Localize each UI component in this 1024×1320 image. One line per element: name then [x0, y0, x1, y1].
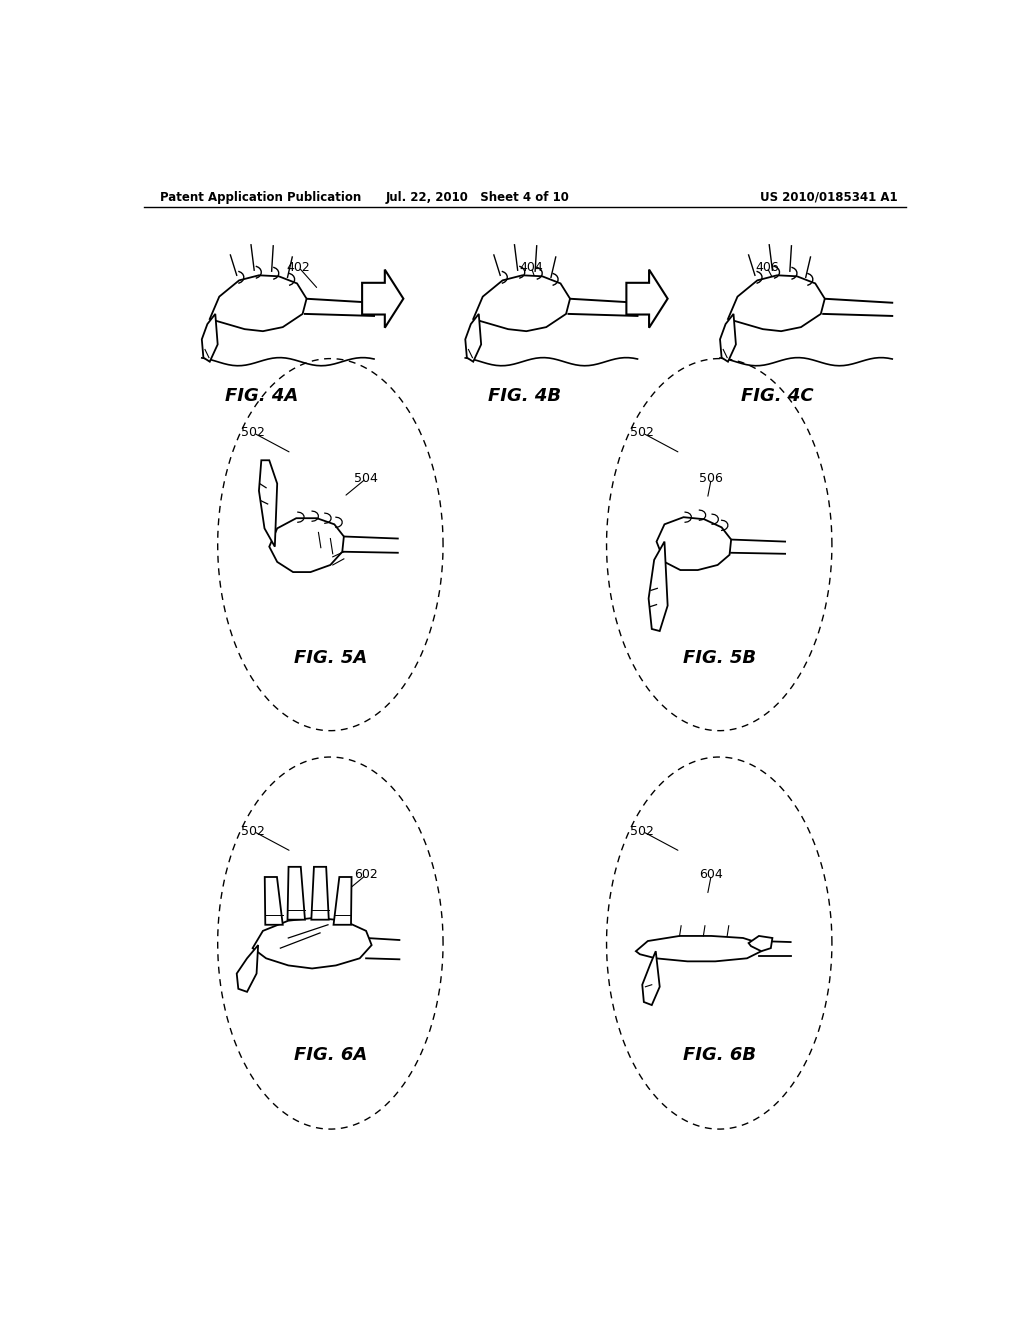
Polygon shape: [311, 867, 329, 920]
Text: 504: 504: [354, 473, 378, 484]
Polygon shape: [202, 314, 218, 362]
Polygon shape: [237, 945, 258, 991]
Polygon shape: [269, 519, 344, 572]
Polygon shape: [568, 298, 638, 315]
Text: FIG. 4B: FIG. 4B: [488, 387, 561, 405]
Text: FIG. 5B: FIG. 5B: [683, 649, 756, 668]
Polygon shape: [648, 541, 668, 631]
Polygon shape: [720, 314, 736, 362]
Polygon shape: [728, 276, 824, 331]
Polygon shape: [265, 876, 283, 925]
Text: FIG. 4A: FIG. 4A: [224, 387, 298, 405]
Polygon shape: [362, 269, 403, 327]
Text: 502: 502: [631, 426, 654, 440]
Text: 502: 502: [242, 426, 265, 440]
Polygon shape: [344, 536, 397, 554]
Text: FIG. 4C: FIG. 4C: [740, 387, 813, 405]
Polygon shape: [627, 269, 668, 327]
Polygon shape: [656, 517, 731, 570]
Polygon shape: [334, 876, 351, 925]
Polygon shape: [731, 540, 785, 554]
Text: 604: 604: [699, 869, 723, 882]
Text: 404: 404: [519, 260, 543, 273]
Text: FIG. 6B: FIG. 6B: [683, 1045, 756, 1064]
Polygon shape: [636, 936, 761, 961]
Polygon shape: [642, 952, 659, 1005]
Polygon shape: [210, 276, 306, 331]
Text: 402: 402: [287, 260, 310, 273]
Polygon shape: [288, 867, 305, 920]
Text: US 2010/0185341 A1: US 2010/0185341 A1: [760, 190, 898, 203]
Text: FIG. 5A: FIG. 5A: [294, 649, 367, 668]
Text: Jul. 22, 2010   Sheet 4 of 10: Jul. 22, 2010 Sheet 4 of 10: [385, 190, 569, 203]
Polygon shape: [367, 939, 399, 961]
Text: Patent Application Publication: Patent Application Publication: [160, 190, 361, 203]
Text: 502: 502: [631, 825, 654, 838]
Text: 406: 406: [755, 260, 778, 273]
Polygon shape: [253, 917, 372, 969]
Polygon shape: [749, 936, 772, 952]
Text: FIG. 6A: FIG. 6A: [294, 1045, 367, 1064]
Polygon shape: [473, 276, 570, 331]
Polygon shape: [823, 298, 892, 315]
Text: 506: 506: [699, 473, 723, 484]
Polygon shape: [305, 298, 374, 315]
Text: 502: 502: [242, 825, 265, 838]
Polygon shape: [759, 940, 791, 958]
Polygon shape: [465, 314, 481, 362]
Polygon shape: [259, 461, 278, 546]
Text: 602: 602: [354, 869, 378, 882]
